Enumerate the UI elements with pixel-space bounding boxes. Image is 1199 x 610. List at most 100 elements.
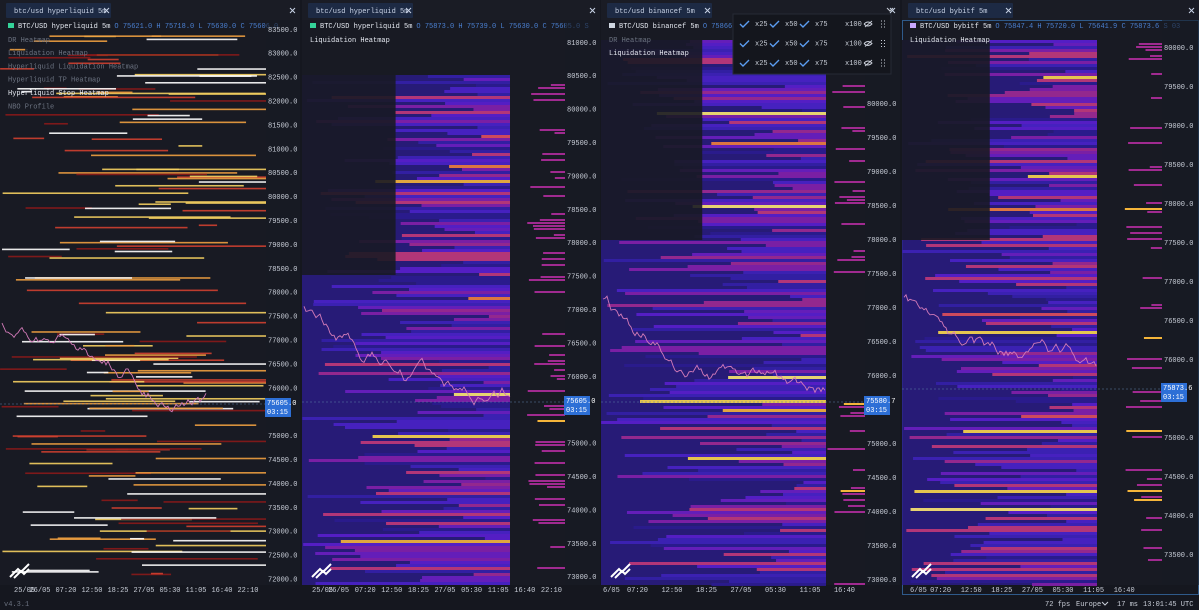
check-icon[interactable] — [739, 59, 750, 67]
heatmap-band — [344, 159, 510, 162]
multiplier-option[interactable]: x50 — [785, 40, 798, 48]
heatmap-band — [987, 292, 1097, 295]
heatmap-band — [790, 295, 826, 298]
multiplier-option[interactable]: x75 — [815, 40, 828, 48]
panel-close[interactable] — [1188, 7, 1195, 14]
heatmap-band — [954, 484, 1097, 487]
level-line — [74, 517, 217, 519]
y-tick-label: 80000.0 — [1164, 45, 1193, 53]
level-line — [22, 340, 124, 343]
heatmap-band — [394, 111, 510, 114]
liquidity-profile — [1136, 484, 1162, 486]
tab-close[interactable] — [704, 7, 711, 14]
multiplier-option[interactable]: x50 — [785, 21, 798, 29]
level-line — [80, 430, 106, 432]
region-chevron[interactable] — [1101, 601, 1109, 606]
check-icon[interactable] — [799, 59, 810, 67]
watermark-logo — [311, 563, 332, 579]
liquidity-profile — [544, 405, 565, 407]
liquidity-profile — [834, 511, 865, 513]
tab-close[interactable] — [1005, 7, 1012, 14]
level-line — [0, 68, 35, 70]
heatmap-band — [375, 180, 510, 183]
tab[interactable] — [308, 3, 413, 18]
check-icon[interactable] — [799, 20, 810, 28]
indicator-label[interactable]: NBO Profile — [8, 103, 54, 111]
check-icon[interactable] — [769, 20, 780, 28]
multiplier-option[interactable]: x100 — [845, 40, 862, 48]
tab-title[interactable]: btc/usd hyperliquid 5m — [14, 8, 106, 16]
check-icon[interactable] — [739, 20, 750, 28]
visibility-icon[interactable] — [863, 40, 873, 47]
heatmap-band — [909, 436, 1097, 439]
heatmap-band — [360, 555, 510, 558]
region[interactable]: Europe — [1076, 601, 1101, 609]
multiplier-option[interactable]: x75 — [815, 21, 828, 29]
liquidity-profile — [549, 354, 565, 356]
heatmap-band — [479, 273, 510, 276]
multiplier-option[interactable]: x50 — [785, 60, 798, 68]
check-icon[interactable] — [739, 40, 750, 48]
drag-handle[interactable] — [881, 40, 885, 47]
tab-close[interactable] — [405, 7, 412, 14]
tab-title[interactable]: btc/usd hyperliquid 5m — [316, 8, 408, 16]
x-tick-label: 18:25 — [991, 587, 1012, 595]
y-tick-label: 76500.0 — [867, 339, 896, 347]
panel-close[interactable] — [289, 7, 296, 14]
status-bar — [0, 597, 1199, 610]
check-icon[interactable] — [769, 59, 780, 67]
heatmap-band — [1073, 409, 1097, 412]
heatmap-band — [1052, 85, 1097, 88]
indicator-label[interactable]: Hyperliquid Stop Heatmap — [8, 90, 109, 98]
panel-close[interactable] — [889, 7, 896, 14]
indicator-label[interactable]: Hyperliquid Liquidation Heatmap — [8, 63, 138, 71]
level-line — [37, 485, 88, 488]
check-icon[interactable] — [799, 40, 810, 48]
heatmap-band — [1052, 262, 1097, 265]
multiplier-option[interactable]: x75 — [815, 60, 828, 68]
tab-close[interactable] — [103, 7, 110, 14]
visibility-icon[interactable] — [863, 20, 873, 28]
drag-handle[interactable] — [881, 20, 885, 28]
heatmap-void — [902, 40, 990, 240]
multiplier-option[interactable]: x25 — [755, 21, 768, 29]
tab-title[interactable]: btc/usd bybitf 5m — [916, 8, 987, 16]
heatmap-band — [323, 513, 510, 516]
panel-close[interactable] — [589, 7, 596, 14]
multiplier-option[interactable]: x100 — [845, 21, 862, 29]
heatmap-band — [332, 558, 510, 561]
level-line — [118, 522, 258, 525]
level-line — [155, 457, 266, 460]
tab[interactable] — [6, 3, 111, 18]
y-axis — [266, 20, 300, 585]
heatmap-band — [483, 414, 510, 417]
check-icon[interactable] — [769, 40, 780, 48]
level-line — [105, 397, 267, 400]
indicator-label[interactable]: Liquidation Heatmap — [910, 37, 990, 45]
liquidity-profile — [837, 259, 865, 261]
heatmap-band — [1000, 352, 1097, 355]
y-tick-label: 75000.0 — [567, 441, 596, 449]
heatmap-band — [946, 433, 1097, 436]
liquidity-profile — [852, 190, 865, 192]
y-tick-label: 81000.0 — [567, 40, 596, 48]
multiplier-option[interactable]: x25 — [755, 40, 768, 48]
multiplier-option[interactable]: x100 — [845, 60, 862, 68]
drag-handle[interactable] — [881, 59, 885, 67]
x-tick-label: 07:20 — [930, 587, 951, 595]
heatmap-band — [401, 234, 510, 237]
level-line — [146, 530, 231, 532]
heatmap-band — [701, 223, 826, 226]
tab-title[interactable]: btc/usd binancef 5m — [615, 8, 695, 16]
indicator-label[interactable]: DR Heatmap — [8, 37, 50, 45]
indicator-label[interactable]: Liquidation Heatmap — [609, 50, 689, 58]
indicator-label[interactable]: DR Heatmap — [609, 37, 651, 45]
multiplier-option[interactable]: x25 — [755, 60, 768, 68]
indicator-label[interactable]: Liquidation Heatmap — [310, 37, 390, 45]
visibility-icon[interactable] — [863, 59, 873, 67]
indicator-label[interactable]: Liquidation Heatmap — [8, 50, 88, 58]
indicator-label[interactable]: Hyperliquid TP Heatmap — [8, 77, 100, 85]
tab[interactable] — [607, 3, 712, 18]
tab[interactable] — [908, 3, 1013, 18]
chevron[interactable] — [886, 7, 894, 12]
